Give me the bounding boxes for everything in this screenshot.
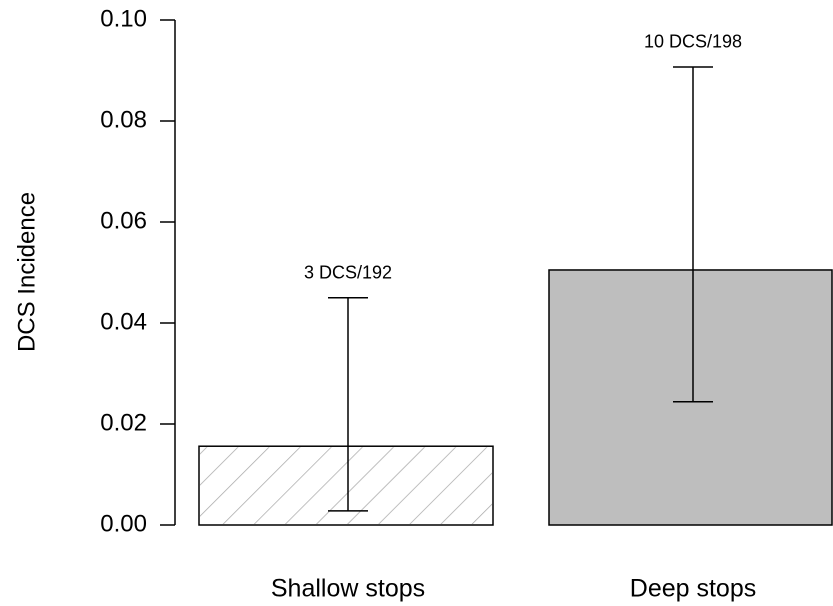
y-tick-label: 0.10 (100, 5, 147, 32)
x-tick-label: Deep stops (630, 575, 756, 603)
y-tick-label: 0.06 (100, 207, 147, 234)
bar (548, 269, 833, 526)
y-tick-label: 0.00 (100, 510, 147, 537)
bar-hatch (200, 447, 492, 524)
annotation: 3 DCS/192 (304, 263, 392, 283)
y-tick-label: 0.04 (100, 308, 147, 335)
y-tick-label: 0.08 (100, 106, 147, 133)
y-tick-label: 0.02 (100, 409, 147, 436)
annotation: 10 DCS/198 (644, 32, 742, 52)
y-axis-label: DCS Incidence (13, 192, 40, 352)
x-tick-label: Shallow stops (271, 575, 425, 603)
